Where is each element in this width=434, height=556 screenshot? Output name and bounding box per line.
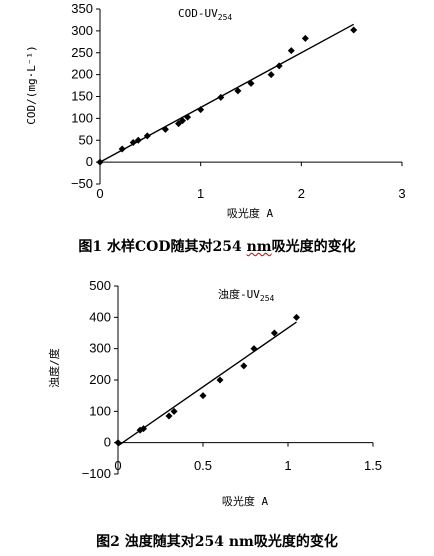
turbidity-uv-fit-line [117,321,297,447]
turbidity-uv-data-point [240,362,248,370]
cod-uv-data-point [96,158,104,166]
cod-uv-data-point [247,79,255,87]
cod-uv-y-tick-label: 350 [71,1,93,16]
turbidity-uv-inset-title: 浊度-UV254 [218,287,275,303]
cod-uv-data-point [179,117,187,125]
turbidity-uv-y-tick-label: 400 [89,309,111,324]
turbidity-uv-data-point [114,439,122,447]
cod-uv-data-point [275,62,283,70]
cod-uv-y-tick-label: 200 [71,67,93,82]
cod-uv-x-tick-label: 2 [298,186,305,201]
cod-uv-data-point [234,87,242,95]
cod-uv-y-tick-label: −50 [71,176,93,191]
turbidity-uv-x-tick-label: 0 [114,458,121,473]
turbidity-uv-y-tick-label: 300 [89,341,111,356]
turbidity-uv-data-point [170,407,178,415]
cod-uv-data-point [118,145,126,153]
figure2-caption-text: 浊度随其对254 nm吸光度的变化 [124,534,338,550]
cod-uv-y-axis-label: COD/(mg·L⁻¹) [25,45,38,124]
cod-uv-data-point [134,136,142,144]
turbidity-uv-y-axis-label: 浊度/度 [47,348,61,388]
cod-uv-data-point [197,106,205,114]
cod-uv-x-tick-label: 1 [197,186,204,201]
cod-uv-data-point [287,47,295,55]
figure1-caption-prefix: 图1 [78,239,103,255]
cod-uv-x-axis-label: 吸光度 A [227,206,274,220]
turbidity-uv-y-tick-label: −100 [82,466,111,481]
cod-uv-chart: COD-UV254 COD/(mg·L⁻¹) 吸光度 A 35030025020… [25,1,406,220]
turbidity-uv-y-tick-label: 500 [89,278,111,293]
turbidity-uv-y-tick-label: 0 [104,435,111,450]
cod-uv-data-point [143,132,151,140]
turbidity-uv-data-point [140,425,147,433]
figure1-caption: 图1 水样COD随其对254 nm吸光度的变化 [0,236,434,256]
turbidity-uv-data-point [199,392,207,400]
turbidity-uv-y-tick-label: 200 [89,372,111,387]
cod-uv-y-tick-label: 0 [86,154,93,169]
cod-uv-fit-line [99,23,355,163]
turbidity-uv-data-point [216,376,224,384]
cod-uv-y-tick-label: 50 [79,132,93,147]
turbidity-uv-data-point [270,329,278,337]
figure2-caption: 图2 浊度随其对254 nm吸光度的变化 [0,531,434,551]
cod-uv-data-point [301,34,309,42]
turbidity-uv-x-axis-label: 吸光度 A [222,494,269,508]
cod-uv-x-tick-label: 0 [96,186,103,201]
cod-uv-inset-title: COD-UV254 [178,7,232,22]
turbidity-uv-data-point [165,412,173,420]
turbidity-uv-x-tick-label: 1 [284,458,291,473]
cod-uv-data-point [184,113,192,121]
turbidity-uv-chart: 浊度-UV254 浊度/度 吸光度 A 5004003002001000−100… [47,278,382,508]
cod-uv-data-point [161,125,169,133]
turbidity-uv-data-point [250,345,258,353]
cod-uv-y-tick-label: 250 [71,45,93,60]
cod-uv-y-tick-label: 150 [71,89,93,104]
cod-uv-data-point [350,26,358,34]
cod-uv-data-point [129,138,137,146]
turbidity-uv-x-tick-label: 1.5 [364,458,382,473]
figure2-caption-prefix: 图2 [96,534,120,550]
cod-uv-y-tick-label: 300 [71,23,93,38]
cod-uv-data-point [217,93,225,101]
turbidity-uv-y-tick-label: 100 [89,403,111,418]
turbidity-uv-data-point [293,313,300,321]
cod-uv-y-tick-label: 100 [71,110,93,125]
figure1-caption-text: 水样COD随其对254 nm吸光度的变化 [107,239,356,255]
cod-uv-data-point [267,71,275,79]
cod-uv-data-point [175,120,183,128]
turbidity-uv-x-tick-label: 0.5 [194,458,212,473]
cod-uv-x-tick-label: 3 [398,186,405,201]
